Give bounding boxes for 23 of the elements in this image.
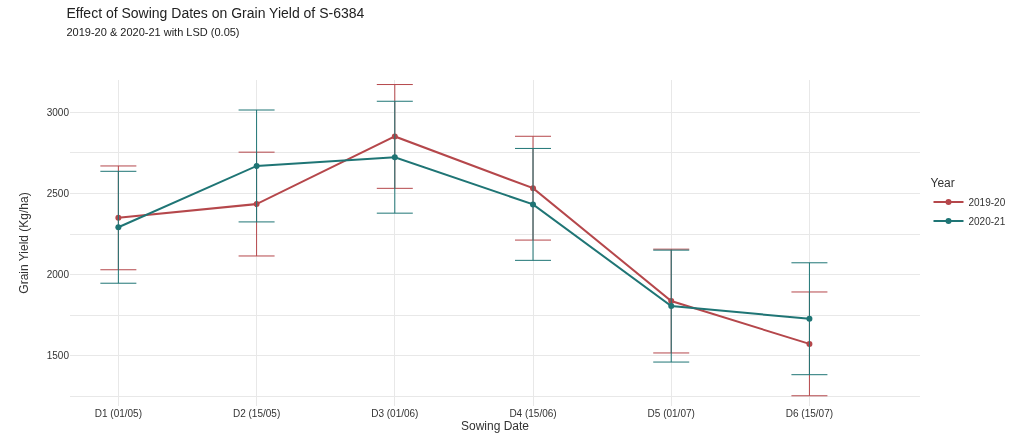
point xyxy=(668,303,675,310)
x-tick-label: D6 (15/07) xyxy=(785,408,834,419)
chart-subtitle: 2019-20 & 2020-21 with LSD (0.05) xyxy=(66,26,240,39)
point xyxy=(530,201,537,208)
legend-title: Year xyxy=(930,176,955,191)
point xyxy=(806,315,813,322)
point xyxy=(391,154,398,161)
x-tick-label: D3 (01/06) xyxy=(371,408,419,419)
point xyxy=(253,162,260,169)
x-tick-label: D1 (01/05) xyxy=(94,408,142,419)
chart-title: Effect of Sowing Dates on Grain Yield of S-6384 xyxy=(66,4,365,21)
legend-label: 2019-20 xyxy=(968,196,1006,208)
x-tick-label: D4 (15/06) xyxy=(509,408,557,419)
x-tick-label: D5 (01/07) xyxy=(647,408,695,419)
point xyxy=(115,224,122,231)
y-tick-label: 1500 xyxy=(46,350,70,362)
x-axis-title: Sowing Date xyxy=(460,419,530,433)
legend-label: 2020-21 xyxy=(968,215,1006,227)
y-axis-title: Grain Yield (Kg/ha) xyxy=(17,192,32,294)
x-tick-label: D2 (15/05) xyxy=(232,408,281,419)
y-tick-label: 3000 xyxy=(46,106,70,118)
y-tick-label: 2000 xyxy=(46,269,70,281)
y-tick-label: 2500 xyxy=(46,188,70,200)
